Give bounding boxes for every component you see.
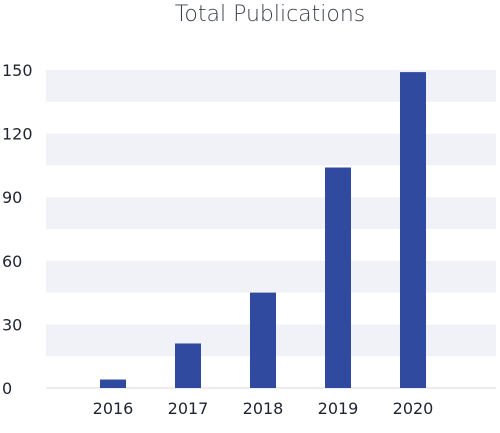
x-tick-label: 2020 <box>393 399 434 418</box>
grid-band <box>46 70 496 102</box>
bar-2020 <box>400 72 426 389</box>
y-tick-label: 120 <box>2 125 33 144</box>
bar-2019 <box>325 167 351 388</box>
grid-band <box>46 133 496 166</box>
grid-band <box>46 260 496 293</box>
y-tick-label: 0 <box>2 379 12 398</box>
bar-2017 <box>175 343 201 388</box>
x-tick-label: 2018 <box>243 399 284 418</box>
x-tick-label: 2016 <box>93 399 134 418</box>
y-tick-labels: 0 30 60 90 120 150 <box>2 61 33 398</box>
bar-2016 <box>100 379 126 388</box>
bar-2018 <box>250 292 276 388</box>
x-tick-label: 2019 <box>318 399 359 418</box>
grid-band <box>46 197 496 229</box>
chart-title: Total Publications <box>174 2 366 27</box>
y-tick-label: 150 <box>2 61 33 80</box>
y-tick-label: 90 <box>2 188 22 207</box>
y-tick-label: 60 <box>2 252 22 271</box>
bar-series <box>100 72 426 389</box>
y-tick-label: 30 <box>2 315 22 334</box>
x-tick-labels: 2016 2017 2018 2019 2020 <box>93 399 434 418</box>
x-tick-label: 2017 <box>168 399 209 418</box>
